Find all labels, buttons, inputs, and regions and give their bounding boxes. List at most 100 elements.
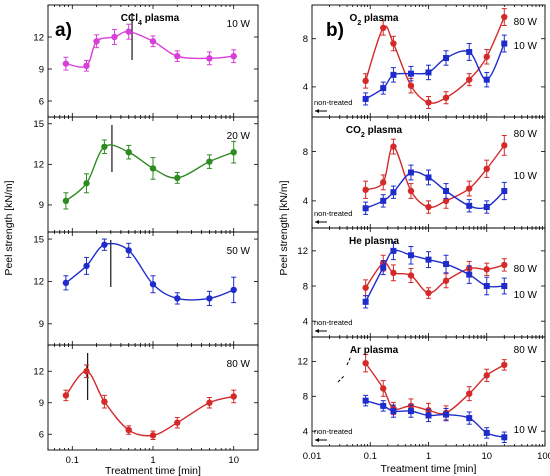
power-label: 80 W: [227, 359, 251, 370]
data-point: [443, 261, 450, 268]
x-tick-label: 1: [150, 455, 155, 466]
data-point: [93, 38, 100, 45]
y-tick-label: 8: [303, 34, 308, 45]
data-point: [407, 408, 414, 415]
data-point: [362, 397, 369, 404]
data-point: [380, 24, 387, 32]
y-tick-label: 6: [39, 96, 44, 107]
data-point: [407, 187, 415, 195]
y-tick-label: 12: [297, 357, 308, 368]
y-tick-label: 12: [297, 246, 308, 257]
data-point: [501, 261, 508, 269]
subplot-title: CO2 plasma: [346, 125, 403, 139]
data-point: [390, 71, 397, 78]
data-point: [483, 283, 490, 290]
subplot-b-3: 4 8 12 non-treated He plasma 80 W 10 W: [297, 227, 546, 338]
data-point: [466, 76, 473, 83]
untreated-label: non-treated: [314, 209, 352, 218]
data-point: [380, 264, 387, 271]
data-point: [390, 408, 397, 415]
subplot-a-1: 6 9 12 10 W CCl4 plasma: [33, 4, 259, 118]
y-tick-label: 8: [303, 147, 308, 158]
series-80w: [362, 135, 508, 214]
data-point: [380, 197, 387, 204]
data-point: [362, 77, 369, 85]
data-point: [501, 40, 508, 47]
power-label: 10 W: [514, 41, 538, 52]
series-line: [365, 43, 505, 100]
data-point: [174, 419, 181, 426]
data-point: [380, 385, 387, 392]
power-label: 80 W: [514, 264, 538, 275]
data-point: [125, 28, 132, 35]
series-line: [365, 171, 505, 210]
subplot-title: Ar plasma: [350, 345, 399, 356]
data-point: [206, 399, 213, 406]
data-point: [380, 85, 387, 92]
data-point: [425, 174, 432, 181]
data-point: [62, 392, 70, 399]
data-point: [407, 82, 415, 89]
data-point: [206, 295, 213, 302]
data-point: [425, 412, 432, 419]
data-point: [466, 202, 473, 209]
data-point: [230, 148, 237, 156]
data-point: [62, 197, 70, 205]
series-line: [364, 16, 505, 104]
series-line: [365, 362, 505, 415]
data-point: [443, 54, 450, 61]
x-axis-label: Treatment time [min]: [105, 465, 201, 476]
y-tick-label: 9: [39, 200, 44, 211]
series-10w: [362, 164, 508, 215]
power-label: 80 W: [514, 129, 538, 140]
data-point: [174, 53, 181, 60]
power-label: 80 W: [514, 345, 538, 356]
power-label: 10 W: [514, 425, 538, 436]
data-point: [483, 53, 490, 60]
series-80w: [362, 8, 508, 110]
data-point: [174, 174, 181, 182]
series-80w: [362, 353, 508, 421]
data-point: [111, 33, 118, 41]
power-label: 10 W: [227, 19, 251, 30]
y-tick-label: 9: [39, 64, 44, 75]
data-point: [149, 432, 157, 439]
data-point: [425, 203, 432, 211]
y-tick-label: 15: [33, 119, 44, 130]
series-50w: [62, 238, 237, 306]
data-point: [501, 283, 508, 290]
data-point: [101, 143, 108, 150]
data-point: [206, 55, 213, 62]
data-point: [466, 390, 473, 397]
data-point: [380, 402, 387, 409]
data-point: [442, 94, 450, 101]
untreated-label: non-treated: [314, 98, 352, 107]
data-point: [230, 53, 237, 60]
data-point: [483, 76, 490, 83]
subplot-title: CCl4 plasma: [121, 13, 180, 27]
y-tick-label: 12: [33, 32, 44, 43]
data-point: [443, 188, 450, 194]
series-line: [365, 249, 505, 303]
data-point: [501, 361, 508, 369]
panel-label: a): [55, 20, 72, 41]
data-point: [83, 62, 90, 69]
power-label: 20 W: [227, 131, 251, 142]
data-point: [362, 298, 369, 305]
data-point: [390, 269, 397, 277]
y-axis-label: Peel strength [kN/m]: [3, 180, 15, 275]
y-tick-label: 4: [303, 196, 308, 207]
data-point: [390, 247, 397, 254]
data-point: [101, 398, 108, 405]
y-tick-label: 12: [33, 277, 44, 288]
x-tick-label: 10: [481, 451, 492, 462]
x-tick-label: 0.1: [66, 455, 79, 466]
data-point: [466, 415, 473, 422]
data-point: [125, 148, 132, 156]
y-tick-label: 15: [33, 234, 44, 245]
y-tick-label: 8: [303, 281, 308, 292]
y-axis-label: Peel strength [kN/m]: [278, 180, 290, 275]
x-tick-label: 10: [228, 455, 239, 466]
data-point: [390, 189, 397, 196]
y-tick-label: 12: [33, 367, 44, 378]
